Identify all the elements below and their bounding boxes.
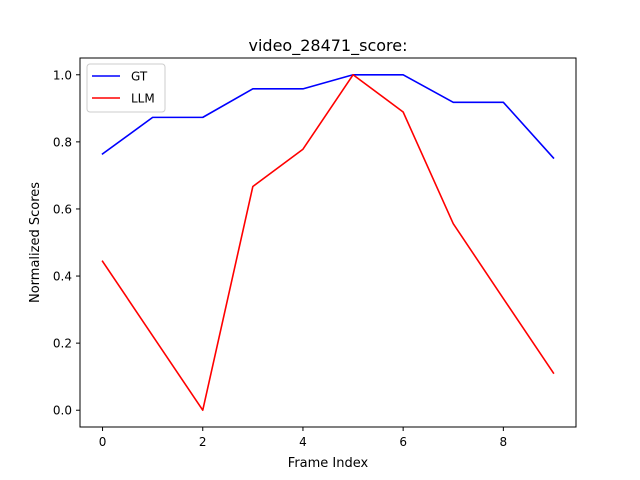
y-axis-label: Normalized Scores — [28, 182, 43, 303]
legend-label-gt: GT — [131, 70, 148, 84]
y-tick-label: 0.6 — [53, 202, 72, 216]
x-tick-label: 0 — [99, 435, 107, 449]
plot-frame — [79, 57, 577, 428]
y-tick-label: 0.0 — [53, 404, 72, 418]
x-axis: 0 2 4 6 8 — [99, 427, 507, 449]
legend: GT LLM — [86, 63, 166, 113]
series-layer — [101, 73, 555, 412]
x-tick-label: 8 — [500, 435, 508, 449]
x-tick-label: 2 — [199, 435, 207, 449]
x-axis-label: Frame Index — [288, 456, 369, 471]
x-tick-label: 4 — [299, 435, 307, 449]
y-tick-label: 1.0 — [53, 68, 72, 82]
legend-label-llm: LLM — [131, 92, 155, 106]
y-tick-label: 0.8 — [53, 135, 72, 149]
series-line-gt — [101, 73, 555, 160]
y-tick-label: 0.4 — [53, 270, 72, 284]
x-tick-label: 6 — [399, 435, 407, 449]
series-line-llm — [101, 73, 555, 412]
y-tick-label: 0.2 — [53, 337, 72, 351]
y-axis: 0.0 0.2 0.4 0.6 0.8 1.0 — [53, 68, 80, 418]
chart-title: video_28471_score: — [249, 36, 408, 56]
